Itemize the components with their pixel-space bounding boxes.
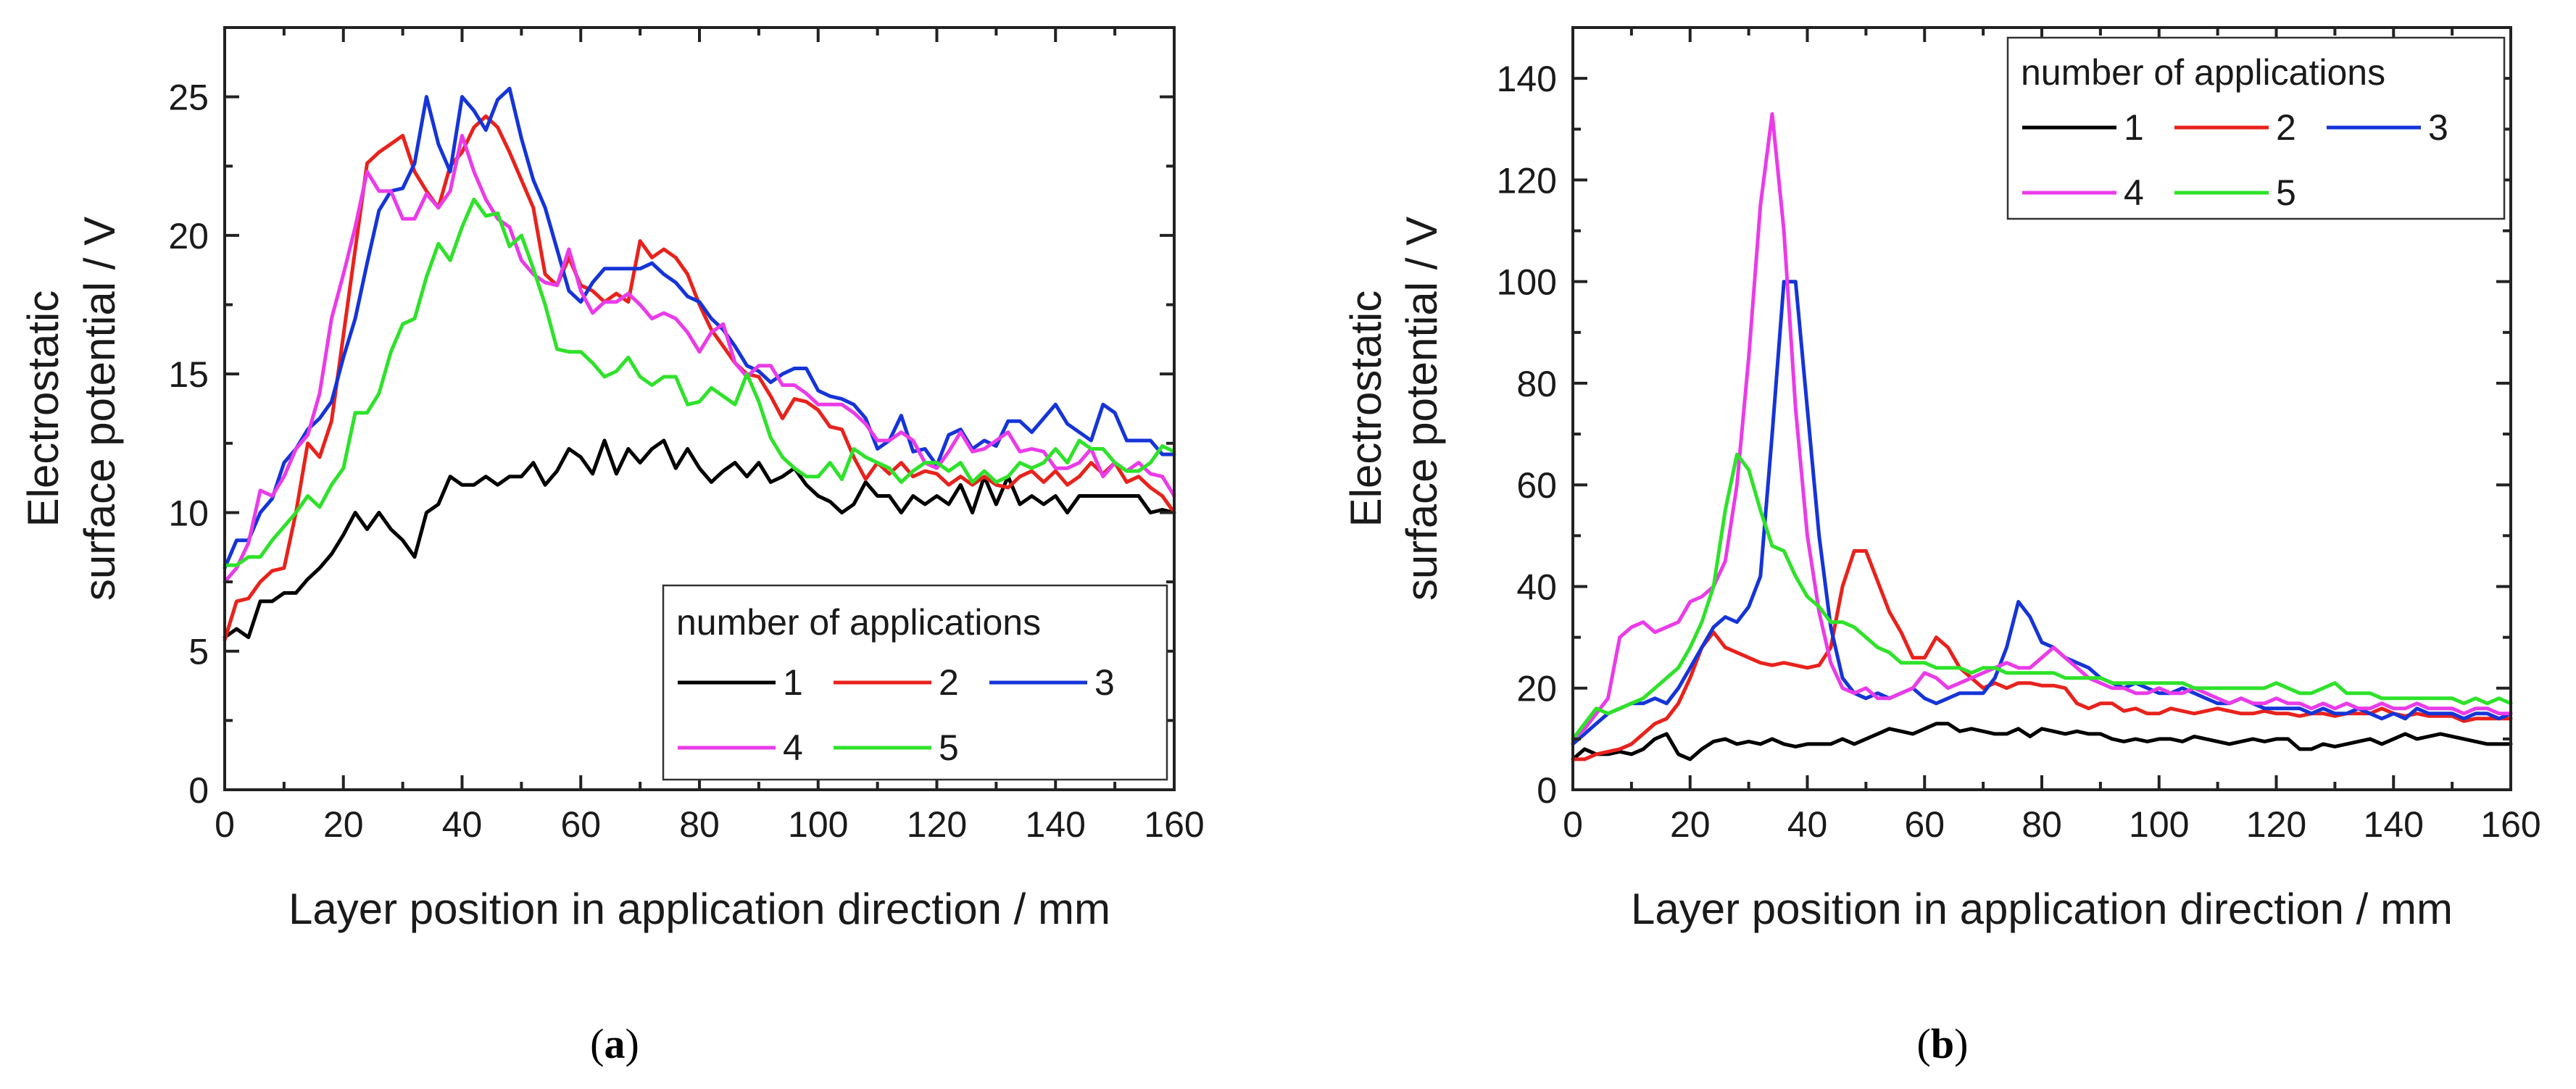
legend: number of applications 1 2 3 4 5 <box>2006 36 2506 220</box>
y-axis-title-line: Electrostatic <box>19 291 67 527</box>
legend-label-3: 3 <box>1094 662 1115 703</box>
y-tick-label: 20 <box>168 216 209 256</box>
series-line-1 <box>223 438 1176 640</box>
x-axis-title: Layer position in application direction … <box>288 885 1110 933</box>
x-tick-label: 20 <box>323 804 364 845</box>
y-tick-label: 40 <box>1516 567 1557 607</box>
y-tick-label: 25 <box>168 78 209 118</box>
series-line-5 <box>223 197 1176 567</box>
series-line-4 <box>223 133 1176 584</box>
legend-label-5: 5 <box>2276 172 2296 213</box>
x-tick-label: 60 <box>1904 804 1945 845</box>
series-group <box>1571 112 2513 762</box>
x-tick-label: 60 <box>560 804 601 845</box>
legend-title: number of applications <box>676 602 1041 643</box>
y-tick-label: 100 <box>1497 262 1557 303</box>
panel-caption-letter: b <box>1931 1020 1954 1067</box>
series-line-4 <box>1571 112 2513 741</box>
legend-title: number of applications <box>2021 52 2385 93</box>
series-line-5 <box>1571 452 2513 741</box>
series-line-3 <box>223 86 1176 570</box>
x-tick-label: 100 <box>2129 804 2189 845</box>
panel-caption: (a) <box>590 1020 639 1067</box>
x-tick-label: 0 <box>215 804 235 845</box>
y-tick-label: 0 <box>1537 770 1557 811</box>
y-tick-label: 140 <box>1497 59 1557 99</box>
x-tick-label: 160 <box>1144 804 1204 845</box>
legend-label-1: 1 <box>783 662 803 703</box>
series-line-3 <box>1571 280 2513 746</box>
panel-b: 0 20 40 60 80 100 120 140 160 0 20 40 60 80 100 120 140 L… <box>1342 26 2541 1067</box>
y-axis-title-line: surface potential / V <box>75 217 124 601</box>
y-tick-label: 10 <box>168 493 209 533</box>
legend-label-5: 5 <box>939 727 959 768</box>
series-line-2 <box>223 114 1176 642</box>
x-tick-label: 120 <box>907 804 967 845</box>
y-axis-title-line: Electrostatic <box>1342 291 1390 527</box>
x-tick-label: 0 <box>1563 804 1583 845</box>
x-tick-label: 160 <box>2480 804 2540 845</box>
legend-label-3: 3 <box>2428 107 2448 148</box>
legend: number of applications 1 2 3 4 5 <box>662 584 1168 781</box>
series-line-2 <box>1571 548 2513 762</box>
x-tick-label: 120 <box>2246 804 2306 845</box>
panel-caption-letter: a <box>604 1020 626 1067</box>
y-tick-label: 5 <box>188 632 209 672</box>
x-tick-label: 80 <box>2022 804 2062 845</box>
y-tick-label: 60 <box>1516 465 1557 506</box>
x-tick-label: 140 <box>1026 804 1086 845</box>
x-tick-label: 20 <box>1670 804 1711 845</box>
x-tick-label: 100 <box>788 804 848 845</box>
legend-label-4: 4 <box>783 727 803 768</box>
y-tick-label: 0 <box>188 770 209 811</box>
legend-label-2: 2 <box>2276 107 2296 148</box>
panel-caption: (b) <box>1917 1020 1969 1067</box>
y-tick-label: 80 <box>1516 364 1557 404</box>
series-line-1 <box>1571 722 2513 762</box>
x-axis-title: Layer position in application direction … <box>1631 885 2453 933</box>
legend-label-2: 2 <box>939 662 959 703</box>
legend-label-1: 1 <box>2124 107 2144 148</box>
y-tick-label: 20 <box>1516 669 1557 709</box>
x-tick-label: 80 <box>679 804 720 845</box>
y-axis-title-line: surface potential / V <box>1397 217 1446 601</box>
series-group <box>223 86 1176 642</box>
x-tick-label: 40 <box>1787 804 1828 845</box>
x-tick-label: 40 <box>442 804 483 845</box>
legend-label-4: 4 <box>2124 172 2144 213</box>
y-tick-label: 15 <box>168 354 209 395</box>
x-tick-label: 140 <box>2364 804 2424 845</box>
y-tick-label: 120 <box>1497 160 1557 201</box>
